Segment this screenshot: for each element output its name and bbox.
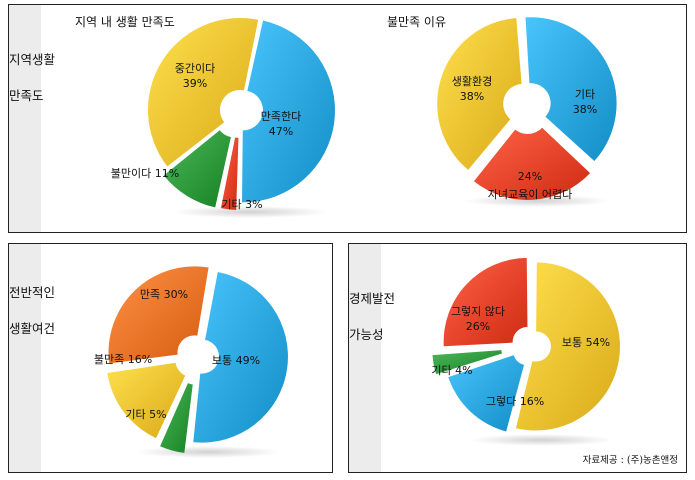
pie-slice-red bbox=[473, 127, 591, 200]
slice-label: 만족한다 bbox=[261, 110, 301, 123]
slice-value: 39% bbox=[183, 77, 207, 90]
pie-slice-yellow bbox=[437, 18, 522, 170]
slice-label: 보통 54% bbox=[562, 336, 610, 349]
pie-shadow bbox=[134, 446, 282, 458]
pie-slice-yellow bbox=[148, 17, 259, 167]
pie-slice-green bbox=[163, 130, 231, 208]
slice-label: 기타 bbox=[575, 88, 595, 101]
pie-slice-yellow bbox=[515, 262, 620, 431]
pie-slice-yellow bbox=[107, 362, 186, 439]
slice-label: 자녀교육이 어렵다 bbox=[488, 188, 572, 201]
pie-slice-blue bbox=[242, 20, 335, 203]
side-strip bbox=[349, 244, 381, 472]
slice-label: 기타 4% bbox=[431, 364, 472, 377]
pie-local_satisfaction: 만족한다 47% 기타 3% 불만이다 11% 중간이다 39% bbox=[111, 17, 335, 218]
pie-shadow bbox=[171, 206, 329, 218]
slice-value: 38% bbox=[460, 90, 484, 103]
pie-slice-blue bbox=[525, 17, 617, 162]
slice-value: 26% bbox=[466, 320, 490, 333]
chart-title-local-satisfaction: 지역 내 생활 만족도 bbox=[75, 15, 175, 29]
slice-label: 그렇지 않다 bbox=[451, 305, 505, 318]
pie-shadow bbox=[470, 434, 614, 446]
side-strip bbox=[9, 244, 41, 472]
pie-center-hole bbox=[220, 90, 260, 130]
pie-overall_conditions: 보통 49% 기타 5% 불만족 16% 만족 30% bbox=[94, 266, 288, 458]
slice-label: 그렇다 16% bbox=[486, 395, 544, 408]
pie-slice-orange bbox=[108, 266, 209, 364]
slice-label: 불만이다 11% bbox=[111, 167, 179, 180]
pie-shadow bbox=[463, 195, 611, 207]
pie-center-hole bbox=[507, 85, 547, 125]
slice-value: 47% bbox=[269, 125, 293, 138]
slice-label: 만족 30% bbox=[140, 288, 188, 301]
pie-center-hole bbox=[181, 339, 215, 373]
slice-label: 기타 5% bbox=[125, 408, 166, 421]
pie-economic_potential: 보통 54% 그렇다 16% 기타 4% 그렇지 않다 26% bbox=[431, 257, 620, 446]
pie-center-hole bbox=[517, 331, 547, 361]
side-strip bbox=[9, 5, 41, 232]
slice-label: 중간이다 bbox=[175, 62, 215, 75]
slice-label: 보통 49% bbox=[212, 354, 260, 367]
pie-slice-blue bbox=[193, 272, 288, 443]
pie-slice-red bbox=[443, 257, 528, 347]
slice-label: 기타 3% bbox=[221, 198, 262, 211]
pie-slice-blue bbox=[448, 355, 525, 432]
pie-slice-green bbox=[432, 350, 502, 375]
source-credit: 자료제공 : (주)농촌앤정 bbox=[582, 455, 678, 466]
pie-slice-green bbox=[160, 383, 193, 453]
pie-dissatisfaction_reason: 기타 38% 24% 자녀교육이 어렵다 생활환경 38% bbox=[437, 17, 617, 207]
pie-slice-red bbox=[220, 137, 239, 210]
slice-label: 불만족 16% bbox=[94, 353, 152, 366]
slice-value: 38% bbox=[573, 103, 597, 116]
slice-label: 생활환경 bbox=[452, 74, 492, 88]
slice-label: 24% bbox=[518, 170, 542, 183]
chart-title-dissatisfaction-reason: 불만족 이유 bbox=[387, 15, 447, 29]
